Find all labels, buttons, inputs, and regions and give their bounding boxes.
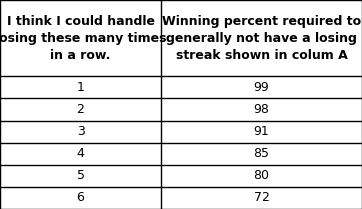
Text: 5: 5	[76, 169, 85, 182]
Text: 99: 99	[254, 81, 269, 94]
Text: 6: 6	[77, 191, 84, 204]
Text: 80: 80	[253, 169, 270, 182]
Text: 2: 2	[77, 103, 84, 116]
Text: 91: 91	[254, 125, 269, 138]
Text: 4: 4	[77, 147, 84, 160]
Text: 1: 1	[77, 81, 84, 94]
Text: 72: 72	[254, 191, 269, 204]
Text: I think I could handle
losing these many times
in a row.: I think I could handle losing these many…	[0, 15, 166, 62]
Text: Winning percent required to
generally not have a losing
streak shown in colum A: Winning percent required to generally no…	[162, 15, 361, 62]
Text: 3: 3	[77, 125, 84, 138]
Text: 98: 98	[254, 103, 269, 116]
Text: 85: 85	[253, 147, 270, 160]
